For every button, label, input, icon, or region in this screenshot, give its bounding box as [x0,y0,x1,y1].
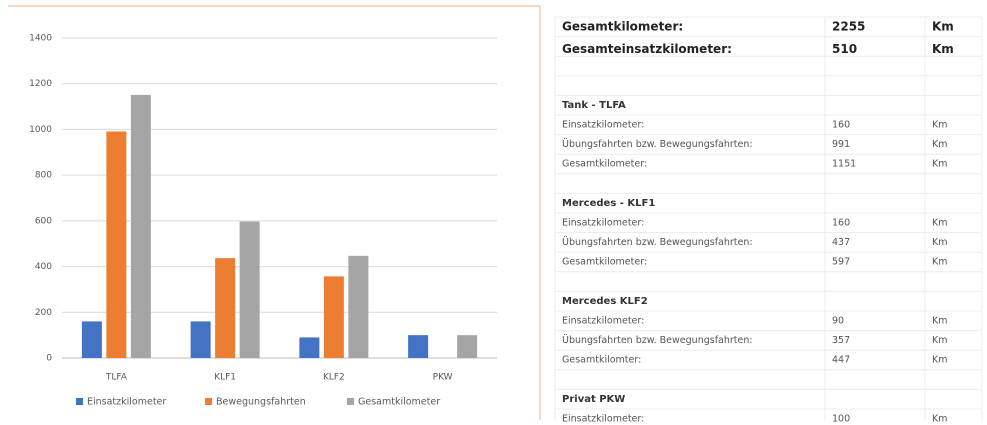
summary-cell: Km [932,42,954,56]
legend-label: Einsatzkilometer [87,397,166,408]
table-cell: 90 [832,315,844,326]
table-cell: Km [932,335,947,346]
table-cell: Km [932,237,947,248]
table-cell: 357 [832,335,850,346]
table-cell: 1151 [832,159,856,170]
y-tick-label: 200 [35,308,52,318]
summary-cell: Gesamtkilometer: [562,19,683,33]
bar [130,94,151,359]
y-tick-label: 800 [35,171,52,181]
y-tick-label: 1000 [29,125,52,135]
y-tick-label: 600 [35,216,52,226]
table-cell: Km [932,413,947,424]
summary-cell: 2255 [832,19,865,33]
table-cell: Übungsfahrten bzw. Bewegungsfahrten: [562,139,753,150]
table-cell: Einsatzkilometer: [562,217,644,228]
table-cell: Km [932,257,947,268]
table-cell: Gesamtkilomter: [562,355,641,366]
table-cell: Übungsfahrten bzw. Bewegungsfahrten: [562,335,753,346]
section-title: Privat PKW [562,394,625,405]
bar [408,335,429,358]
legend-swatch [347,398,354,405]
table-cell: Einsatzkilometer: [562,315,644,326]
x-tick-label: KLF2 [323,373,345,383]
y-tick-label: 1200 [29,79,52,89]
table-cell: Übungsfahrten bzw. Bewegungsfahrten: [562,237,753,248]
section-title: Mercedes - KLF1 [562,198,655,209]
x-tick-label: KLF1 [214,373,236,383]
table-cell: Einsatzkilometer: [562,413,644,424]
table-cell: 991 [832,139,850,150]
x-tick-label: PKW [433,373,453,383]
bar [457,335,478,358]
table-cell: Km [932,217,947,228]
bar [299,337,320,358]
legend-swatch [76,398,83,405]
table-cell: 437 [832,237,850,248]
bar [323,276,344,358]
table-cell: Km [932,139,947,150]
table-cell: 160 [832,119,850,130]
y-tick-label: 0 [46,354,52,364]
legend-swatch [205,398,212,405]
table-cell: 597 [832,257,850,268]
table-cell: Km [932,355,947,366]
bar [215,258,236,358]
table-cell: Km [932,119,947,130]
y-tick-label: 400 [35,262,52,272]
summary-cell: Gesamteinsatzkilometer: [562,42,732,56]
table-cell: 447 [832,355,850,366]
table-cell: 100 [832,413,850,424]
section-title: Tank - TLFA [562,100,626,111]
bar [81,321,102,358]
table-cell: 160 [832,217,850,228]
table-cell: Einsatzkilometer: [562,119,644,130]
y-tick-label: 1400 [29,34,52,44]
section-title: Mercedes KLF2 [562,296,648,307]
table-cell: Gesamtkilometer: [562,257,647,268]
table-cell: Km [932,159,947,170]
bar [190,321,211,358]
table-cell: Gesamtkilometer: [562,159,647,170]
legend-label: Bewegungsfahrten [216,397,306,408]
legend-label: Gesamtkilometer [358,397,440,408]
summary-cell: Km [932,19,954,33]
x-tick-label: TLFA [105,373,128,383]
bar [348,255,369,358]
table-cell: Km [932,315,947,326]
bar [106,131,127,358]
summary-cell: 510 [832,42,857,56]
bar [239,221,260,358]
